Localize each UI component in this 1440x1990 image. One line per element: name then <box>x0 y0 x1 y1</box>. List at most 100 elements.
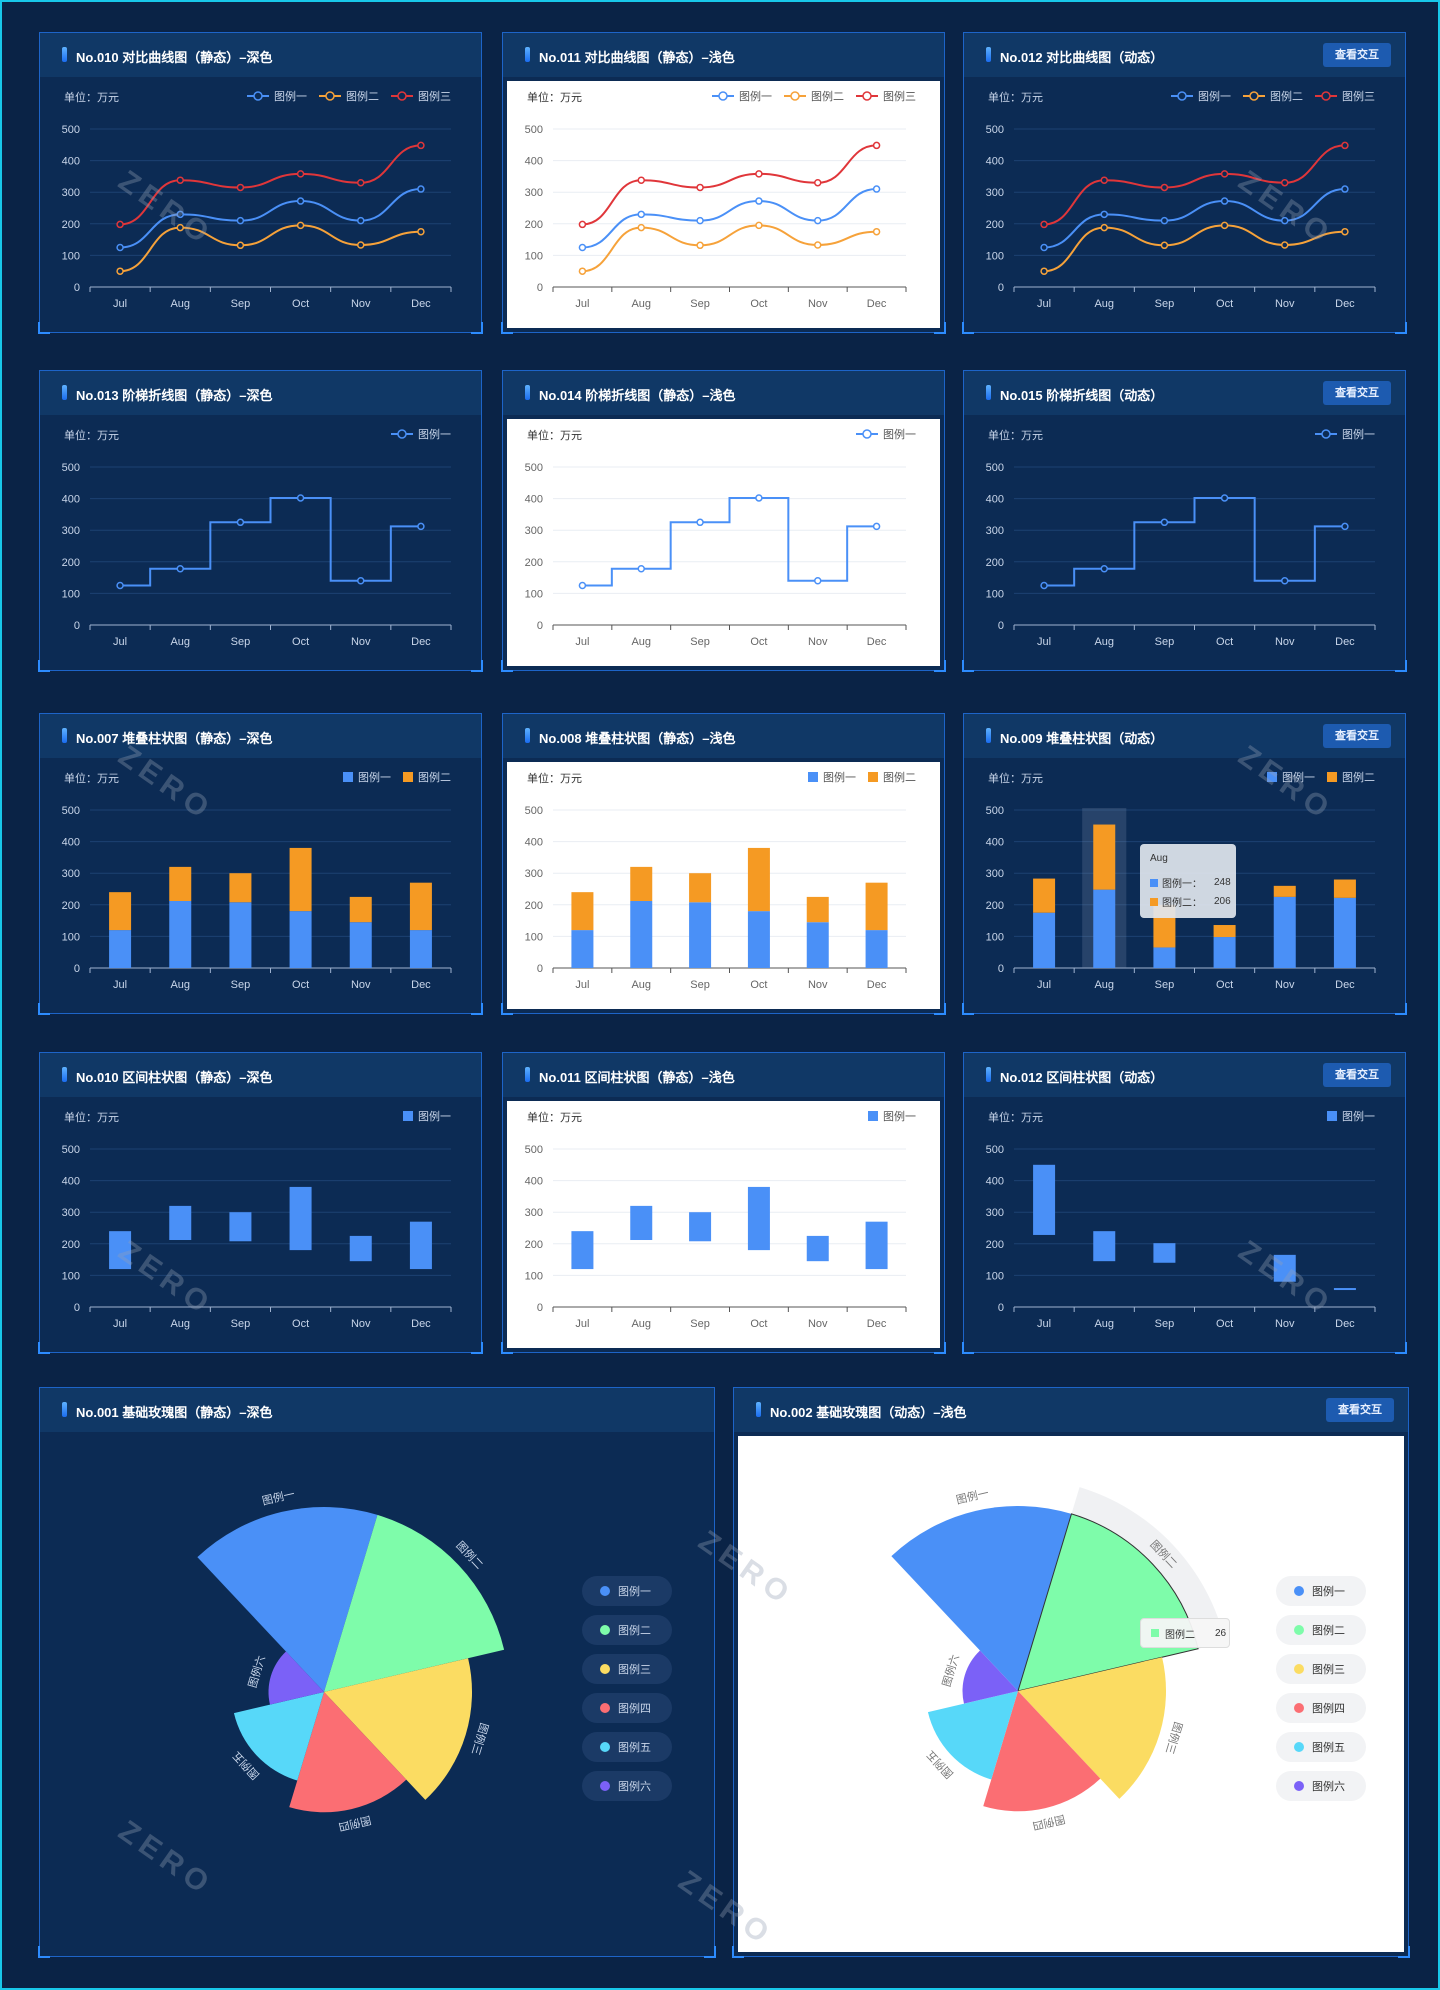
legend-item: 图例一 <box>1327 1108 1375 1124</box>
legend-square-marker <box>868 772 878 782</box>
chart-area: 单位：万元 图例一 0 100 200 300 400 500 Jul Aug Sep Oct Nov D… <box>40 415 481 670</box>
x-tick-label: Oct <box>292 1318 309 1330</box>
chart-area: 单位：万元 图例一 图例二 图例三 0 100 200 300 400 500 Jul Aug Sep O… <box>40 77 481 332</box>
bar-segment <box>747 911 770 968</box>
legend-label: 图例一 <box>823 772 856 784</box>
x-tick-label: Dec <box>867 298 887 310</box>
bar-segment <box>349 896 372 923</box>
data-point <box>696 241 704 250</box>
data-point <box>236 518 245 527</box>
panel-title: No.011 区间柱状图（静态）–浅色 <box>539 1070 735 1085</box>
legend-item: 图例一 <box>1315 426 1375 442</box>
x-tick-label: Sep <box>231 979 251 991</box>
rose-slice-label: 图例一 <box>955 1486 990 1507</box>
chart-area: 单位：万元 图例一 图例二 0 100 200 300 400 500 Jul Aug Sep Oct N… <box>40 758 481 1013</box>
legend-square-marker <box>808 772 818 782</box>
series-line <box>1044 144 1345 226</box>
view-interaction-button[interactable]: 查看交互 <box>1323 724 1391 748</box>
tooltip-row: 图例二： 206 <box>1150 894 1231 909</box>
x-tick-label: Sep <box>1155 298 1175 310</box>
panel-title: No.012 对比曲线图（动态） <box>1000 50 1164 65</box>
x-tick-label: Aug <box>631 979 651 991</box>
x-tick-label: Sep <box>690 636 710 648</box>
rose-legend-item: 图例一 <box>1276 1576 1366 1606</box>
panel-header: No.011 区间柱状图（静态）–浅色 <box>503 1053 944 1097</box>
y-tick-label: 100 <box>62 588 80 600</box>
data-point <box>696 216 704 225</box>
y-tick-label: 500 <box>525 462 543 474</box>
x-tick-label: Oct <box>1216 979 1233 991</box>
bar-segment <box>229 902 252 968</box>
x-tick-label: Aug <box>631 298 651 310</box>
data-point <box>1160 518 1169 527</box>
data-point <box>814 577 822 585</box>
data-point <box>1100 565 1108 573</box>
bar-segment <box>169 901 192 968</box>
chart-area: 单位：万元 图例一 0 100 200 300 400 500 Jul Aug Sep Oct Nov D… <box>507 1101 940 1348</box>
bar-segment <box>409 930 432 968</box>
y-tick-label: 0 <box>537 963 543 975</box>
bar-segment <box>630 866 653 902</box>
range-bar <box>169 1205 192 1241</box>
panel-header: No.002 基础玫瑰图（动态）–浅色 查看交互 <box>734 1388 1408 1432</box>
range-bar <box>109 1231 132 1270</box>
series-line <box>582 144 877 226</box>
view-interaction-button[interactable]: 查看交互 <box>1323 43 1391 67</box>
view-interaction-button[interactable]: 查看交互 <box>1323 381 1391 405</box>
x-tick-label: Sep <box>231 1318 251 1330</box>
panel-rose-light: No.002 基础玫瑰图（动态）–浅色 查看交互 图例一 图例二 图例三 图例四 图例五图… <box>732 1387 1410 1958</box>
rose-slice-label: 图例三 <box>1163 1720 1186 1756</box>
unit-label: 单位：万元 <box>64 92 119 104</box>
x-tick-label: Nov <box>808 298 828 310</box>
unit-label: 单位：万元 <box>527 773 582 785</box>
panel-title: No.014 阶梯折线图（静态）–浅色 <box>539 388 736 403</box>
range-bar <box>1093 1231 1116 1262</box>
panel-stacked-dynamic: No.009 堆叠柱状图（动态） 查看交互 单位：万元 图例一 图例二 0 100 200 3… <box>962 713 1407 1015</box>
rose-legend-item: 图例二 <box>582 1615 672 1645</box>
x-tick-label: Aug <box>170 979 190 991</box>
x-tick-label: Oct <box>292 636 309 648</box>
legend-square-marker <box>868 1111 878 1121</box>
range-bar <box>689 1212 712 1242</box>
title-marker <box>62 1067 67 1082</box>
data-point <box>1160 183 1169 192</box>
panel-header: No.015 阶梯折线图（动态） 查看交互 <box>964 371 1405 415</box>
y-tick-label: 400 <box>986 156 1004 168</box>
view-interaction-button[interactable]: 查看交互 <box>1323 1063 1391 1087</box>
y-tick-label: 300 <box>525 1207 543 1219</box>
rose-legend-item: 图例四 <box>582 1693 672 1723</box>
series-line <box>120 496 421 587</box>
title-marker <box>986 47 991 62</box>
x-tick-label: Sep <box>690 1318 710 1330</box>
legend-dot <box>600 1625 610 1635</box>
y-tick-label: 200 <box>986 900 1004 912</box>
rose-slice <box>891 1506 1072 1691</box>
panel-range-light: No.011 区间柱状图（静态）–浅色 单位：万元 图例一 0 100 200 300 40… <box>501 1052 946 1354</box>
unit-label: 单位：万元 <box>64 773 119 785</box>
data-point <box>872 227 881 236</box>
legend-label: 图例二 <box>1270 91 1303 103</box>
panel-curve-dynamic: No.012 对比曲线图（动态） 查看交互 单位：万元 图例一 图例二 图例三 0 100 2… <box>962 32 1407 334</box>
view-interaction-button[interactable]: 查看交互 <box>1326 1398 1394 1422</box>
x-tick-label: Dec <box>411 636 431 648</box>
rose-slice-label: 图例三 <box>469 1721 492 1757</box>
legend-dot <box>1294 1625 1304 1635</box>
bar-segment <box>1093 889 1116 968</box>
legend-label: 图例二 <box>618 1625 651 1637</box>
x-tick-label: Oct <box>1216 636 1233 648</box>
y-tick-label: 400 <box>986 1176 1004 1188</box>
panel-step-dynamic: No.015 阶梯折线图（动态） 查看交互 单位：万元 图例一 0 100 200 300 4… <box>962 370 1407 672</box>
bar-segment <box>1033 878 1056 913</box>
data-point <box>1341 522 1349 531</box>
x-tick-label: Sep <box>231 636 251 648</box>
chart-svg: 0 100 200 300 400 500 Jul Aug Sep Oct Nov Dec <box>525 805 907 991</box>
y-tick-label: 200 <box>62 1239 80 1251</box>
data-point <box>637 210 645 219</box>
x-tick-label: Jul <box>1037 979 1051 991</box>
x-tick-label: Sep <box>690 979 710 991</box>
data-point <box>755 494 763 502</box>
range-bar <box>1333 1288 1356 1291</box>
legend-label: 图例一 <box>1282 772 1315 784</box>
chart-svg: 0 100 200 300 400 500 Jul Aug Sep Oct Nov Dec <box>986 805 1376 991</box>
title-marker <box>62 47 67 62</box>
